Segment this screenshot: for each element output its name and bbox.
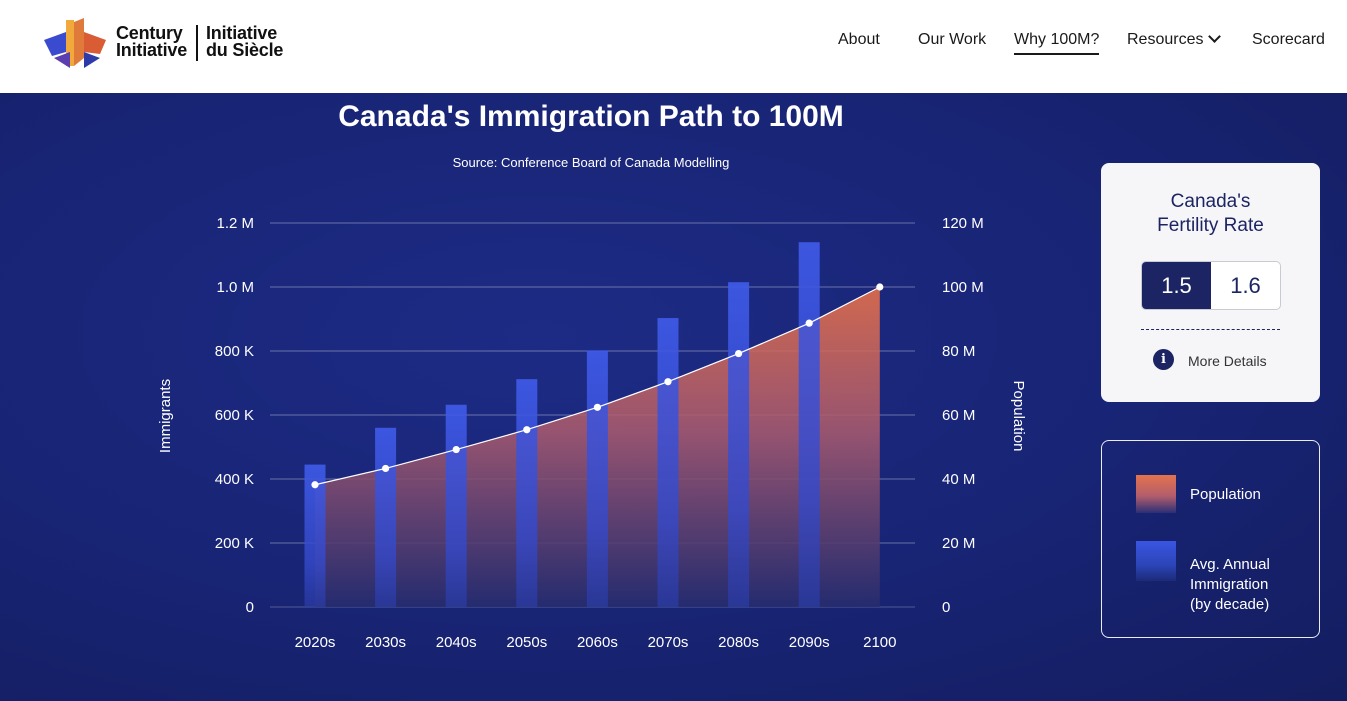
- nav-scorecard[interactable]: Scorecard: [1252, 31, 1325, 48]
- x-tick-label: 2050s: [506, 634, 547, 651]
- x-tick-label: 2090s: [789, 634, 830, 651]
- population-point[interactable]: [382, 464, 390, 473]
- more-details-link[interactable]: More Details: [1188, 353, 1267, 369]
- x-tick-label: 2040s: [436, 634, 477, 651]
- x-tick-label: 2060s: [577, 634, 618, 651]
- fertility-option-1-5[interactable]: 1.5: [1142, 262, 1211, 309]
- site-header: Century Initiative Initiative du Siècle …: [0, 0, 1347, 93]
- legend-label-immigration: Avg. Annual Immigration (by decade): [1190, 555, 1270, 615]
- immigration-bar[interactable]: [375, 427, 397, 607]
- x-tick-label: 2100: [863, 634, 896, 651]
- chart-title: Canada's Immigration Path to 100M: [338, 100, 844, 133]
- left-axis-ticks: 0 200 K 400 K 600 K 800 K 1.0 M 1.2 M: [215, 215, 254, 616]
- fertility-title-line1: Canada's: [1170, 191, 1251, 212]
- chart-subtitle: Source: Conference Board of Canada Model…: [452, 155, 730, 170]
- immigration-bar[interactable]: [304, 464, 326, 607]
- century-initiative-logo-icon[interactable]: [44, 18, 110, 68]
- brand-name-fr[interactable]: Initiative du Siècle: [206, 23, 284, 60]
- y-right-tick-label: 120 M: [942, 215, 984, 232]
- population-point[interactable]: [876, 283, 884, 291]
- nav-our-work[interactable]: Our Work: [918, 31, 987, 48]
- legend-swatch-population: [1136, 475, 1176, 513]
- fertility-option-1-6[interactable]: 1.6: [1230, 273, 1261, 298]
- brand-divider: [196, 25, 198, 61]
- population-point[interactable]: [452, 445, 460, 454]
- nav-resources[interactable]: Resources: [1127, 30, 1222, 49]
- population-point[interactable]: [735, 349, 743, 358]
- brand-en-line2: Initiative: [116, 40, 188, 60]
- fertility-rate-card: Canada's Fertility Rate 1.5 1.6 i More D…: [1101, 163, 1320, 402]
- y-right-tick-label: 60 M: [942, 407, 975, 424]
- dashed-divider: [1141, 329, 1280, 330]
- y-left-tick-label: 400 K: [215, 471, 254, 488]
- y-right-tick-label: 80 M: [942, 343, 975, 360]
- immigration-bar[interactable]: [728, 282, 750, 607]
- brand-fr-line2: du Siècle: [206, 40, 284, 60]
- immigration-bar[interactable]: [445, 404, 467, 607]
- info-icon[interactable]: i: [1153, 349, 1174, 370]
- nav-why-100m[interactable]: Why 100M?: [1014, 31, 1100, 55]
- y-left-tick-label: 800 K: [215, 343, 254, 360]
- legend-immigration-line1: Avg. Annual: [1190, 556, 1270, 573]
- right-axis-ticks: 0 20 M 40 M 60 M 80 M 100 M 120 M: [942, 215, 984, 616]
- immigration-bar[interactable]: [798, 242, 820, 607]
- legend-label-population: Population: [1190, 486, 1261, 503]
- y-left-tick-label: 1.2 M: [216, 215, 254, 232]
- y-right-tick-label: 20 M: [942, 535, 975, 552]
- x-tick-label: 2080s: [718, 634, 759, 651]
- x-tick-label: 2070s: [648, 634, 689, 651]
- population-point[interactable]: [664, 378, 672, 386]
- nav-about[interactable]: About: [838, 31, 880, 48]
- y-right-tick-label: 40 M: [942, 471, 975, 488]
- x-axis-ticks: 2020s 2030s 2040s 2050s 2060s 2070s 2080s 2090s…: [295, 634, 897, 651]
- immigration-bar[interactable]: [586, 350, 608, 607]
- y-left-tick-label: 600 K: [215, 407, 254, 424]
- population-point[interactable]: [311, 481, 319, 489]
- fertility-rate-toggle: 1.5 1.6: [1141, 261, 1281, 310]
- population-point[interactable]: [805, 319, 813, 327]
- immigration-bars: [304, 242, 820, 607]
- y-left-tick-label: 0: [246, 599, 254, 616]
- immigration-bar[interactable]: [516, 379, 538, 607]
- x-tick-label: 2020s: [295, 634, 336, 651]
- y-left-label: Immigrants: [157, 379, 174, 453]
- fertility-title: Canada's Fertility Rate: [1101, 190, 1320, 238]
- legend-immigration-line3: (by decade): [1190, 596, 1270, 613]
- brand-name-en[interactable]: Century Initiative: [116, 23, 188, 60]
- y-left-tick-label: 1.0 M: [216, 279, 254, 296]
- brand-fr-line1: Initiative: [206, 23, 278, 43]
- fertility-title-line2: Fertility Rate: [1157, 215, 1264, 236]
- brand-en-line1: Century: [116, 23, 183, 43]
- legend-swatch-immigration: [1136, 541, 1176, 581]
- y-right-label: Population: [1010, 381, 1027, 452]
- y-right-tick-label: 0: [942, 599, 950, 616]
- y-left-tick-label: 200 K: [215, 535, 254, 552]
- population-point[interactable]: [523, 426, 531, 434]
- x-tick-label: 2030s: [365, 634, 406, 651]
- population-point[interactable]: [593, 403, 602, 411]
- immigration-bar[interactable]: [657, 318, 679, 607]
- legend-immigration-line2: Immigration: [1190, 576, 1269, 593]
- chart-legend: Population Avg. Annual Immigration (by d…: [1101, 440, 1320, 638]
- y-right-tick-label: 100 M: [942, 279, 984, 296]
- population-points: [311, 283, 884, 489]
- nav-resources-label: Resources: [1127, 31, 1204, 48]
